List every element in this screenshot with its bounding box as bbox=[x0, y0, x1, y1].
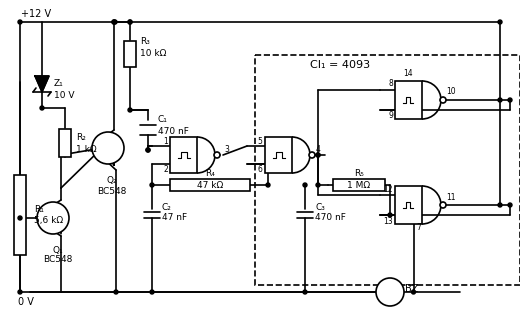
Text: R₂: R₂ bbox=[76, 133, 86, 142]
Circle shape bbox=[388, 213, 392, 217]
Circle shape bbox=[18, 216, 22, 220]
Text: 1 kΩ: 1 kΩ bbox=[76, 144, 97, 153]
Bar bbox=[124, 41, 136, 67]
Text: Q₂: Q₂ bbox=[107, 176, 118, 185]
Bar bbox=[14, 175, 26, 255]
Bar bbox=[395, 81, 422, 119]
Circle shape bbox=[40, 106, 44, 110]
Text: 4: 4 bbox=[316, 144, 320, 153]
Bar bbox=[59, 129, 71, 157]
Circle shape bbox=[114, 290, 118, 294]
Text: 10: 10 bbox=[446, 88, 456, 97]
Circle shape bbox=[309, 152, 315, 158]
Text: C₃: C₃ bbox=[315, 203, 325, 212]
Text: 470 nF: 470 nF bbox=[315, 213, 346, 221]
Polygon shape bbox=[35, 76, 49, 92]
Circle shape bbox=[113, 20, 117, 24]
Circle shape bbox=[150, 183, 154, 187]
Bar bbox=[170, 179, 250, 191]
Bar bbox=[333, 179, 385, 191]
Text: Q₁: Q₁ bbox=[53, 246, 63, 255]
Circle shape bbox=[146, 148, 150, 152]
Text: Z₁: Z₁ bbox=[54, 80, 64, 89]
Text: R₅: R₅ bbox=[354, 169, 364, 178]
Text: 470 nF: 470 nF bbox=[158, 127, 189, 136]
Circle shape bbox=[146, 148, 150, 152]
Circle shape bbox=[316, 183, 320, 187]
Text: 1 MΩ: 1 MΩ bbox=[347, 180, 371, 189]
Circle shape bbox=[498, 20, 502, 24]
Text: 2: 2 bbox=[163, 164, 168, 173]
Circle shape bbox=[18, 290, 22, 294]
Text: C₂: C₂ bbox=[162, 203, 172, 212]
Text: 5: 5 bbox=[257, 136, 262, 145]
Text: 6: 6 bbox=[257, 164, 262, 173]
Circle shape bbox=[508, 98, 512, 102]
Text: 47 nF: 47 nF bbox=[162, 213, 187, 221]
Circle shape bbox=[92, 132, 124, 164]
Circle shape bbox=[128, 20, 132, 24]
Circle shape bbox=[18, 20, 22, 24]
Circle shape bbox=[112, 20, 116, 24]
Text: R₄: R₄ bbox=[205, 169, 215, 178]
Text: 11: 11 bbox=[446, 193, 456, 202]
Text: CI₁ = 4093: CI₁ = 4093 bbox=[310, 60, 370, 70]
Text: 14: 14 bbox=[404, 70, 413, 79]
Circle shape bbox=[498, 98, 502, 102]
Circle shape bbox=[316, 153, 320, 157]
Circle shape bbox=[214, 152, 220, 158]
Text: 47 kΩ: 47 kΩ bbox=[197, 180, 223, 189]
Bar bbox=[265, 137, 292, 173]
Text: 10 V: 10 V bbox=[54, 91, 74, 100]
Text: 9: 9 bbox=[388, 111, 393, 120]
Text: +12 V: +12 V bbox=[21, 9, 51, 19]
Text: 5,6 kΩ: 5,6 kΩ bbox=[34, 216, 63, 225]
Bar bbox=[255, 55, 520, 285]
Circle shape bbox=[508, 203, 512, 207]
Circle shape bbox=[303, 183, 307, 187]
Text: 7: 7 bbox=[416, 222, 421, 231]
Circle shape bbox=[128, 108, 132, 112]
Circle shape bbox=[316, 153, 320, 157]
Circle shape bbox=[376, 278, 404, 306]
Text: BC548: BC548 bbox=[97, 187, 127, 195]
Text: 0 V: 0 V bbox=[18, 297, 34, 307]
Text: 12: 12 bbox=[384, 185, 393, 194]
Bar bbox=[170, 137, 197, 173]
Text: R₁: R₁ bbox=[34, 204, 44, 213]
Circle shape bbox=[112, 20, 116, 24]
Circle shape bbox=[440, 97, 446, 103]
Text: 3: 3 bbox=[225, 144, 229, 153]
Text: 13: 13 bbox=[383, 216, 393, 225]
Text: BC548: BC548 bbox=[43, 256, 73, 265]
Text: C₁: C₁ bbox=[158, 116, 168, 125]
Text: 8: 8 bbox=[388, 80, 393, 89]
Circle shape bbox=[266, 183, 270, 187]
Bar bbox=[395, 186, 422, 224]
Circle shape bbox=[440, 202, 446, 208]
Circle shape bbox=[128, 20, 132, 24]
Text: 10 kΩ: 10 kΩ bbox=[140, 49, 166, 58]
Text: R₃: R₃ bbox=[140, 38, 150, 47]
Circle shape bbox=[37, 202, 69, 234]
Circle shape bbox=[498, 203, 502, 207]
Text: 1: 1 bbox=[163, 136, 168, 145]
Circle shape bbox=[150, 290, 154, 294]
Text: BZ: BZ bbox=[405, 284, 419, 294]
Circle shape bbox=[411, 290, 415, 294]
Circle shape bbox=[303, 290, 307, 294]
